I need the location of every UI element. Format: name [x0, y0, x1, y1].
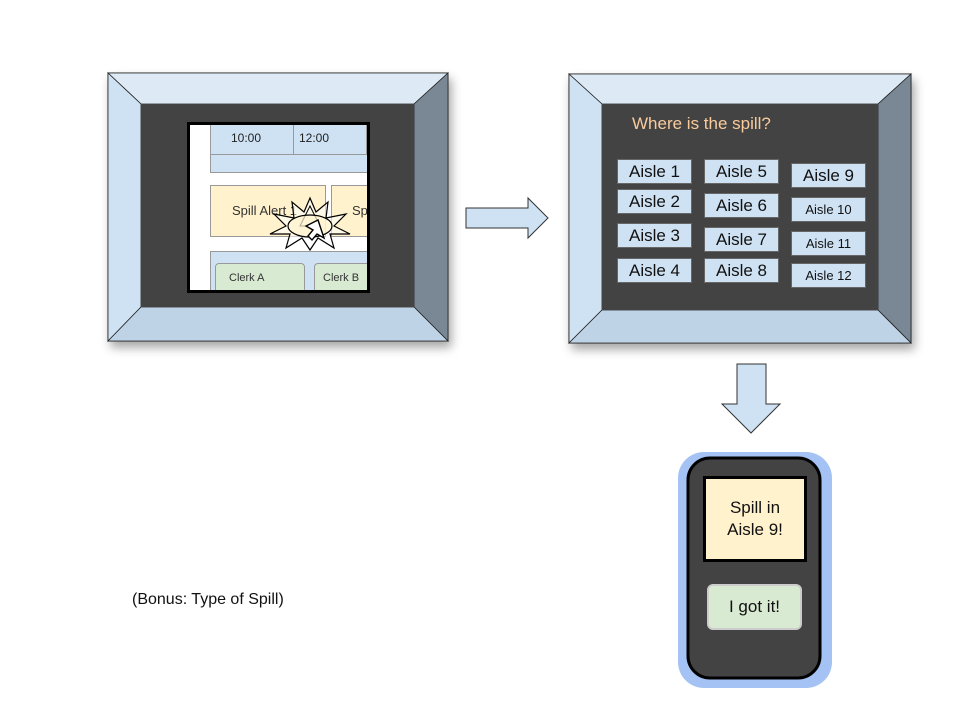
- aisle-8-button[interactable]: Aisle 8: [704, 258, 779, 283]
- time-label: 10:00: [231, 131, 262, 145]
- clerk-label: Clerk B: [323, 272, 360, 284]
- arrow-right-icon: [465, 196, 549, 240]
- notification-line-1: Spill in: [729, 498, 781, 517]
- spill-alert-label: Spill Alert 2: [352, 203, 368, 218]
- clerk-b-button[interactable]: Clerk B: [314, 263, 367, 290]
- aisle-6-button[interactable]: Aisle 6: [704, 193, 779, 218]
- clerk-label: Clerk A: [229, 272, 265, 284]
- spill-alert-label: Spill Alert 1: [232, 203, 298, 218]
- kiosk-screen: 10:00 12:00 Spill Alert 1 Spill Alert 2 …: [187, 122, 370, 293]
- aisle-9-button[interactable]: Aisle 9: [791, 163, 866, 188]
- time-label: 12:00: [299, 131, 330, 145]
- cursor-icon: [304, 219, 326, 242]
- spill-location-prompt: Where is the spill?: [632, 114, 771, 133]
- arrow-down-icon: [720, 363, 782, 434]
- aisle-7-button[interactable]: Aisle 7: [704, 227, 779, 252]
- notification-line-2: Aisle 9!: [727, 520, 783, 539]
- spill-notification: Spill in Aisle 9!: [703, 476, 807, 562]
- aisle-12-button[interactable]: Aisle 12: [791, 263, 866, 288]
- aisle-3-button[interactable]: Aisle 3: [617, 223, 692, 248]
- aisle-1-button[interactable]: Aisle 1: [617, 159, 692, 184]
- aisle-5-button[interactable]: Aisle 5: [704, 159, 779, 184]
- aisle-10-button[interactable]: Aisle 10: [791, 197, 866, 222]
- aisle-2-button[interactable]: Aisle 2: [617, 189, 692, 214]
- bonus-note: (Bonus: Type of Spill): [132, 591, 284, 608]
- i-got-it-button[interactable]: I got it!: [707, 584, 802, 630]
- clerk-a-button[interactable]: Clerk A: [215, 263, 305, 290]
- touch-burst-icon: [269, 196, 351, 252]
- schedule-band: 10:00 12:00: [210, 125, 367, 173]
- spill-alert-2[interactable]: Spill Alert 2: [331, 185, 368, 237]
- aisle-4-button[interactable]: Aisle 4: [617, 258, 692, 283]
- aisle-11-button[interactable]: Aisle 11: [791, 231, 866, 256]
